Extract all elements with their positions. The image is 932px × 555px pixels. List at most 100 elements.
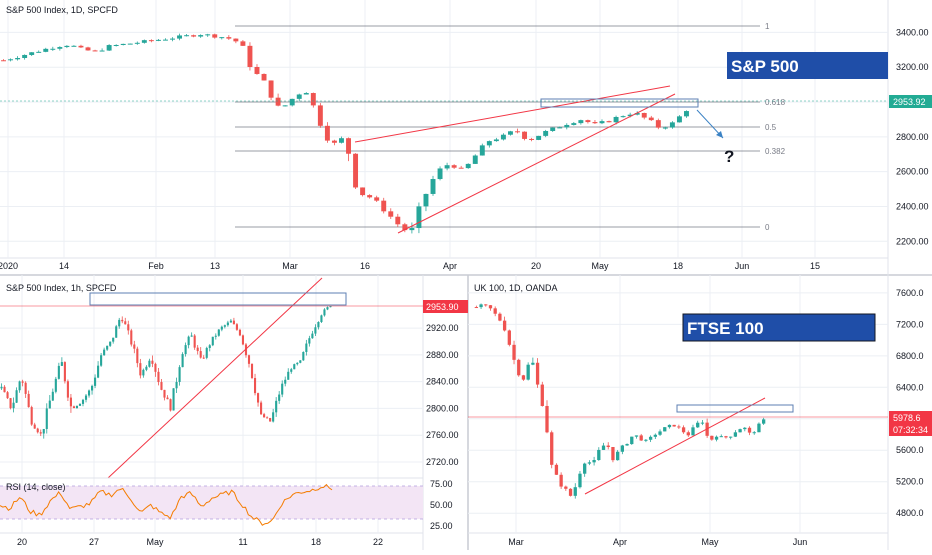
top-candle-body bbox=[669, 122, 675, 128]
bl-candle-body bbox=[175, 381, 178, 389]
bl-candle-body bbox=[232, 320, 235, 325]
top-candle-body bbox=[522, 131, 528, 139]
top-candle-body bbox=[353, 153, 359, 188]
br-candle-body bbox=[710, 435, 714, 440]
br-candle-body bbox=[738, 429, 742, 433]
br-candle-body bbox=[615, 451, 620, 461]
br-candle-body bbox=[606, 445, 610, 448]
rsi-label: RSI (14, close) bbox=[6, 482, 66, 492]
bl-candle-body bbox=[226, 322, 229, 326]
br-candle-body bbox=[691, 427, 695, 436]
bl-last-price-tag: 2953.90 bbox=[423, 300, 468, 313]
top-candle-body bbox=[331, 140, 337, 143]
bl-candle-body bbox=[112, 337, 115, 342]
top-candle-body bbox=[564, 124, 570, 128]
top-candle-body bbox=[395, 216, 401, 225]
top-candle-body bbox=[240, 41, 246, 46]
top-candle-body bbox=[416, 206, 422, 229]
br-candle-body bbox=[583, 463, 587, 474]
bl-candle-body bbox=[33, 424, 36, 429]
top-candle-body bbox=[367, 195, 373, 198]
bl-candle-body bbox=[184, 345, 187, 355]
top-x-tick: 15 bbox=[810, 261, 820, 271]
top-candle-body bbox=[557, 127, 563, 129]
br-candle-body bbox=[681, 427, 686, 433]
bl-candle-body bbox=[244, 344, 248, 356]
br-candle-body bbox=[517, 359, 521, 376]
top-candle-body bbox=[71, 45, 77, 47]
br-candle-body bbox=[696, 422, 700, 428]
top-candle-body bbox=[515, 131, 520, 133]
br-countdown-text: 07:32:34 bbox=[893, 425, 928, 435]
top-candles bbox=[1, 33, 689, 234]
top-candle-body bbox=[8, 59, 14, 61]
bl-candle-body bbox=[54, 378, 57, 392]
top-candle-body bbox=[141, 40, 147, 43]
top-candle-body bbox=[155, 39, 161, 41]
top-candle-body bbox=[620, 116, 626, 118]
bl-x-tick: 20 bbox=[17, 537, 27, 547]
top-candle-body bbox=[451, 165, 457, 168]
top-candle-body bbox=[479, 145, 485, 156]
bl-candle-body bbox=[127, 324, 130, 331]
ftse-banner-bg bbox=[682, 313, 876, 342]
br-candle-body bbox=[601, 445, 606, 450]
ftse-banner: FTSE 100 bbox=[682, 313, 876, 342]
top-candle-body bbox=[444, 165, 450, 169]
top-candle-body bbox=[261, 73, 267, 81]
br-candle-body bbox=[677, 426, 681, 428]
bl-candle-body bbox=[97, 365, 100, 378]
bl-x-tick: 27 bbox=[89, 537, 99, 547]
top-candle-body bbox=[585, 120, 591, 123]
top-candle-body bbox=[317, 105, 323, 126]
top-candle-body bbox=[219, 37, 225, 39]
bl-candle-body bbox=[42, 428, 45, 434]
bl-candle-body bbox=[247, 355, 251, 364]
top-candle-body bbox=[247, 45, 253, 67]
top-time-axis: 2020 14 Feb 13 Mar 16 Apr 20 May 18 Jun 15 bbox=[0, 261, 820, 271]
br-candle-body bbox=[578, 473, 582, 488]
br-time-axis: Mar Apr May Jun bbox=[508, 537, 807, 547]
br-candle-body bbox=[545, 405, 549, 433]
wedge-lower-line bbox=[397, 93, 676, 234]
bl-candle-body bbox=[205, 347, 208, 358]
bl-candle-body bbox=[121, 319, 124, 322]
br-candle-body bbox=[493, 308, 497, 314]
br-candle-body bbox=[686, 432, 690, 436]
br-candle-body bbox=[564, 486, 568, 489]
br-x-tick: Apr bbox=[613, 537, 627, 547]
bl-candle-body bbox=[94, 377, 97, 386]
bl-candle-body bbox=[214, 335, 217, 337]
bl-candle-body bbox=[281, 383, 284, 395]
bl-candle-body bbox=[51, 391, 54, 401]
br-candle-body bbox=[752, 432, 756, 434]
br-candle-body bbox=[587, 462, 592, 464]
br-candle-body bbox=[658, 431, 662, 435]
bl-candle-body bbox=[287, 371, 290, 380]
br-price-tag-bg bbox=[889, 411, 932, 424]
br-candle-body bbox=[672, 424, 676, 427]
rsi-band bbox=[0, 486, 423, 519]
br-candle-body bbox=[611, 447, 615, 461]
br-candle-body bbox=[498, 313, 502, 321]
br-candle-body bbox=[634, 435, 639, 437]
rsi-tick: 50.00 bbox=[430, 500, 453, 510]
bl-candle-body bbox=[272, 412, 275, 422]
fib-level-label: 0.5 bbox=[765, 123, 777, 132]
top-candle-body bbox=[212, 34, 218, 38]
bl-candle-body bbox=[229, 320, 232, 323]
bl-candle-body bbox=[39, 432, 42, 434]
bl-x-tick: 22 bbox=[373, 537, 383, 547]
top-candle-body bbox=[529, 138, 535, 140]
top-x-tick: Apr bbox=[443, 261, 457, 271]
bl-candle-body bbox=[66, 381, 69, 398]
bl-x-tick: 11 bbox=[238, 537, 247, 547]
br-candle-body bbox=[644, 439, 648, 441]
bl-candle-body bbox=[57, 365, 60, 379]
bl-candle-body bbox=[311, 333, 314, 339]
bl-candle-body bbox=[136, 348, 139, 364]
top-candle-body bbox=[536, 135, 542, 140]
sp500-banner: S&P 500 bbox=[727, 52, 888, 79]
top-candle-body bbox=[275, 97, 281, 106]
top-candle-body bbox=[550, 127, 556, 131]
